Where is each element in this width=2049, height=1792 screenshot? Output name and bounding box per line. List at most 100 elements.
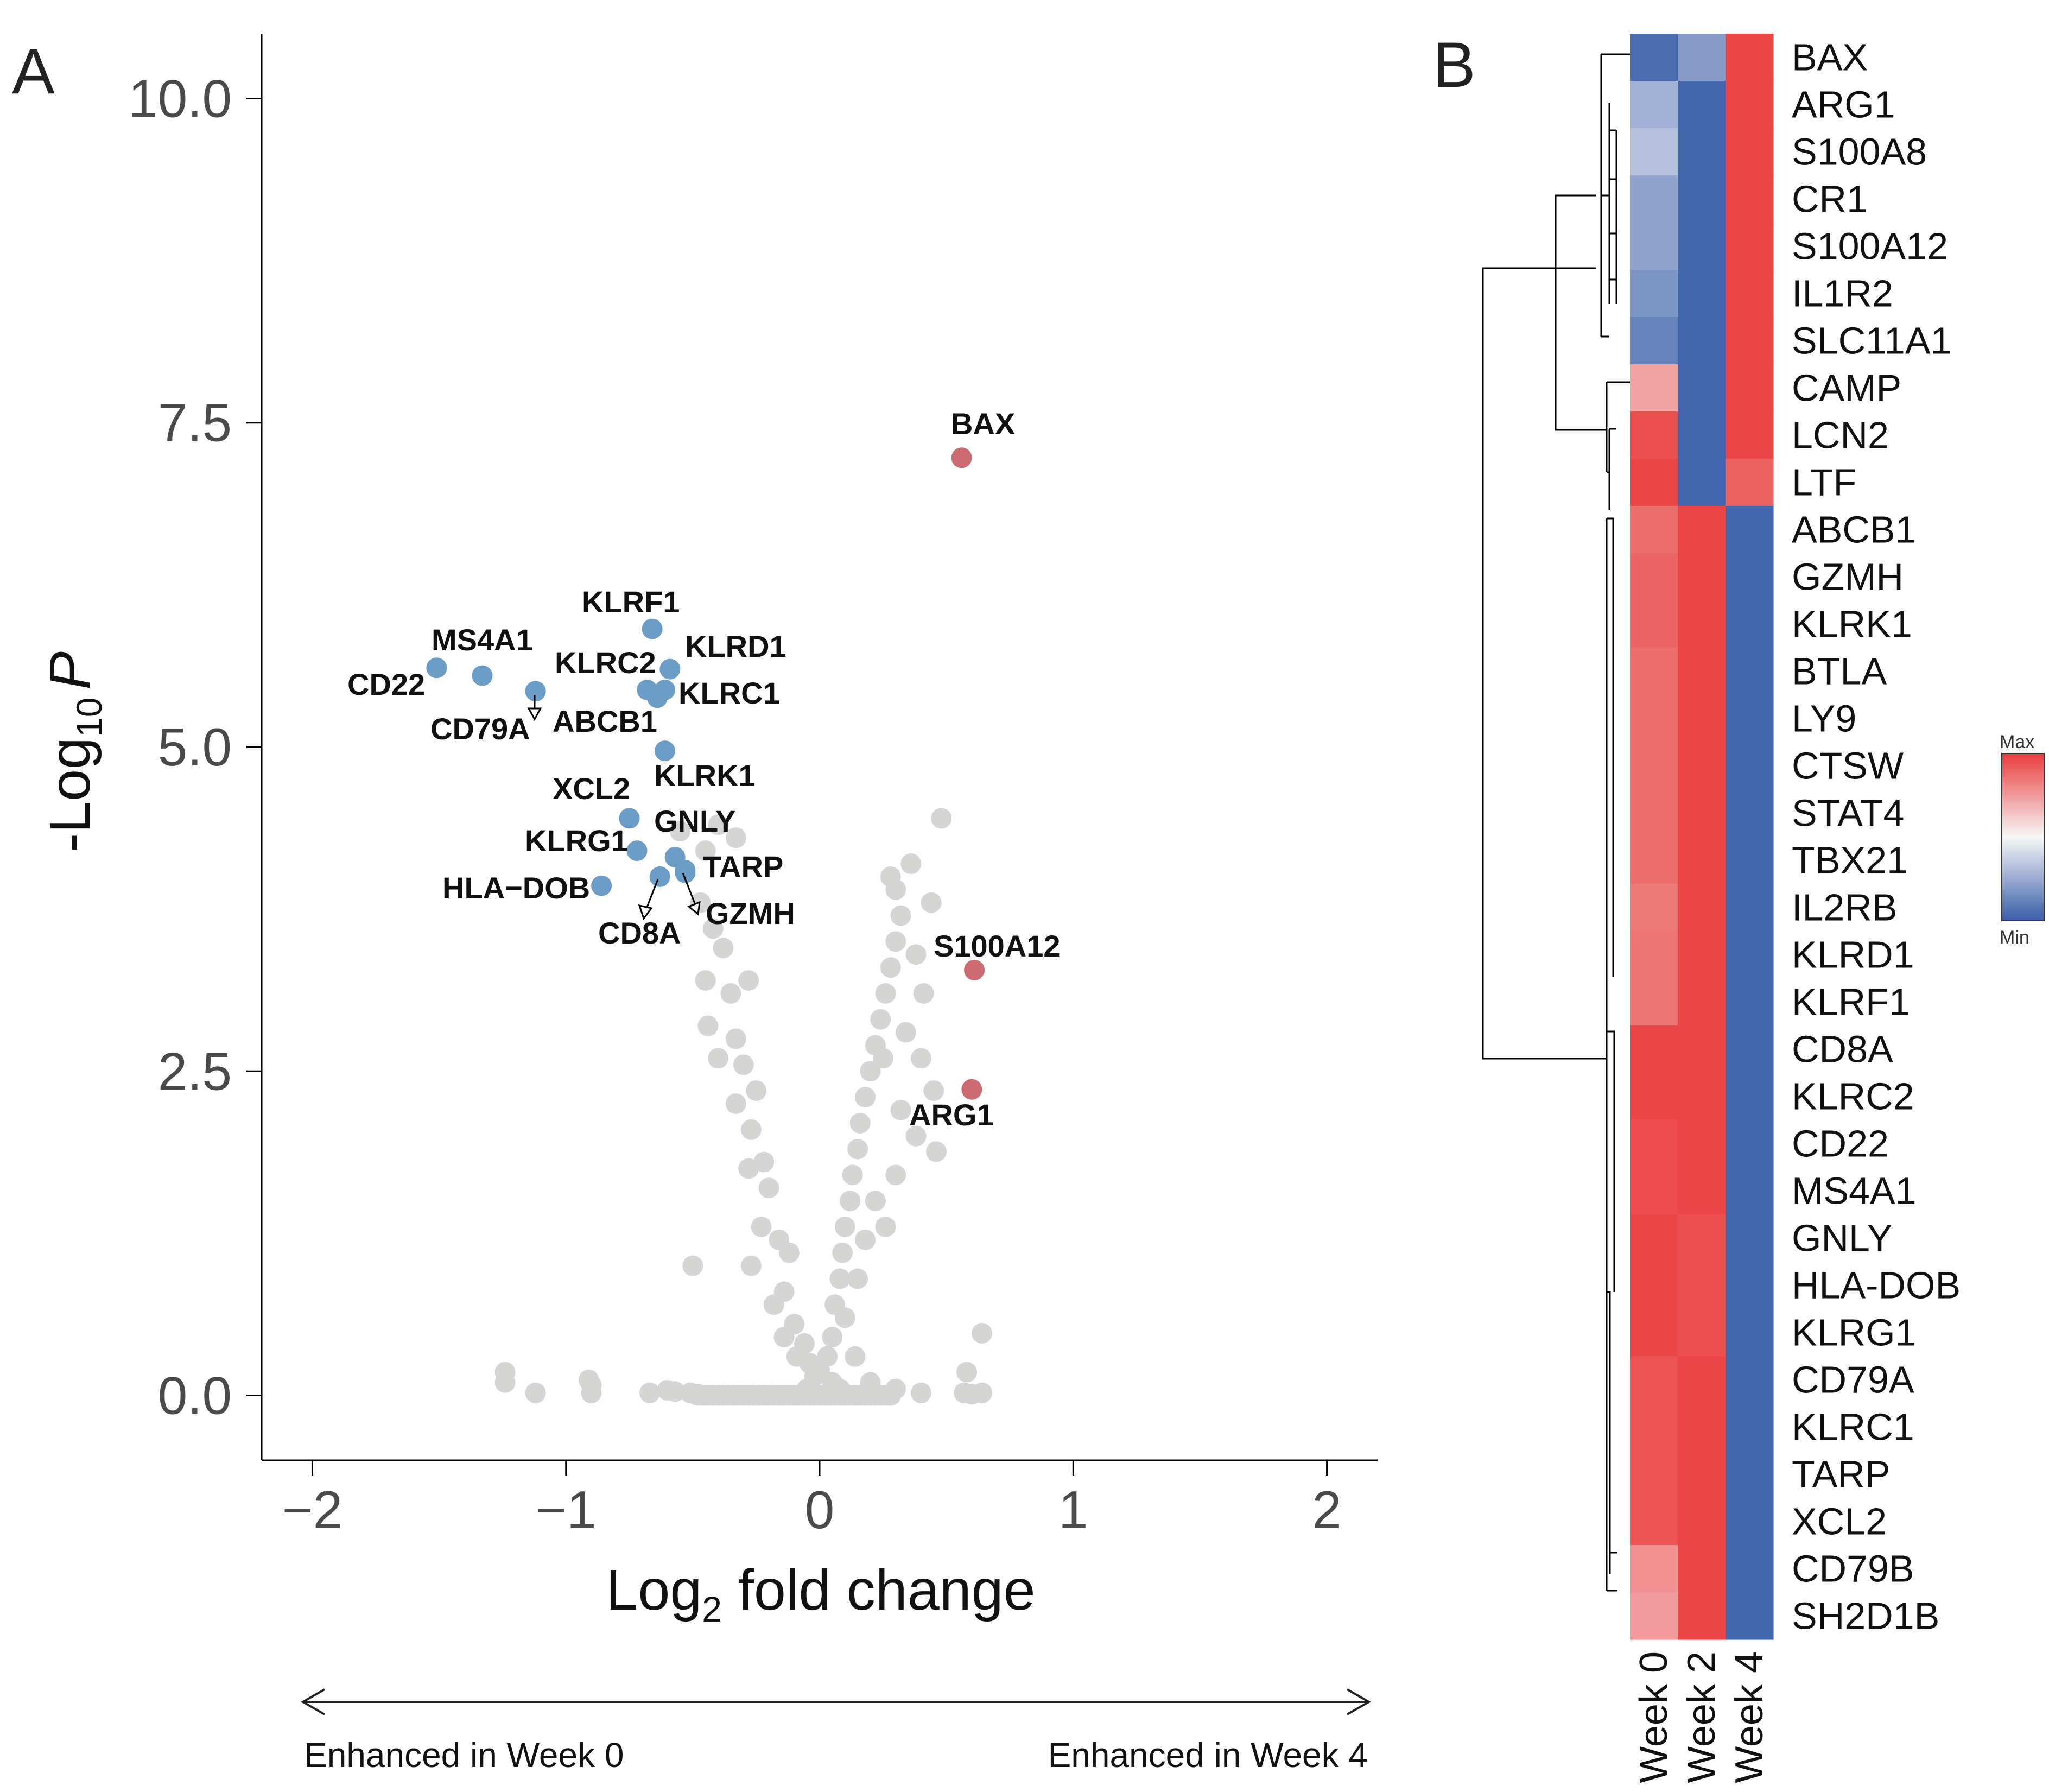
heatmap-cell [1726, 553, 1774, 601]
dendro-top-a [1600, 53, 1631, 338]
data-point [875, 983, 896, 1004]
data-point [702, 918, 724, 939]
data-point [664, 1381, 686, 1402]
arrowhead-cd8a [638, 904, 653, 921]
heatmap-cell [1630, 1403, 1678, 1451]
data-point [880, 1385, 901, 1406]
data-point [832, 1242, 853, 1263]
heatmap-cell [1630, 1592, 1678, 1640]
heatmap-cell [1630, 128, 1678, 176]
colorbar [2001, 753, 2045, 921]
heatmap-cell [1630, 1073, 1678, 1120]
y-axis-title: -Log10 P [38, 651, 109, 853]
heatmap-cells [1630, 34, 1774, 1640]
heatmap-cell [1630, 1262, 1678, 1309]
row-label: KLRC2 [1792, 1075, 1914, 1118]
heatmap-cell [1630, 1167, 1678, 1215]
row-label: LTF [1792, 461, 1856, 504]
heatmap-cell [1630, 931, 1678, 979]
heatmap-cell [1678, 317, 1726, 365]
heatmap-cell [1678, 553, 1726, 601]
data-point [713, 938, 734, 959]
data-point [910, 1048, 931, 1069]
heatmap-cell [1726, 1403, 1774, 1451]
heatmap-cell [1678, 1309, 1726, 1357]
heatmap-cell [1726, 742, 1774, 790]
heatmap-cell [1678, 1120, 1726, 1168]
data-point [855, 1229, 876, 1250]
label-ms4a1: MS4A1 [432, 623, 533, 657]
heatmap-cell [1678, 1214, 1726, 1262]
row-label: TARP [1792, 1453, 1891, 1496]
data-point [900, 853, 922, 875]
row-label: CD79A [1792, 1359, 1914, 1401]
heatmap-cell [1630, 695, 1678, 743]
y-axis-title-sub: 10 [69, 698, 109, 737]
data-point [865, 1191, 886, 1212]
data-point [725, 1028, 746, 1049]
data-point [905, 1125, 927, 1147]
x-tick-label: 2 [1312, 1480, 1342, 1540]
row-label: XCL2 [1792, 1500, 1887, 1543]
data-point [581, 1382, 602, 1403]
heatmap-cell [1630, 81, 1678, 129]
heatmap-cell [1678, 175, 1726, 223]
label-abcb1: ABCB1 [553, 704, 657, 738]
heatmap-cell [1678, 411, 1726, 459]
heatmap-cell [1678, 600, 1726, 648]
label-klrf1: KLRF1 [582, 585, 680, 619]
point-gzmh [675, 859, 696, 881]
data-point [738, 1158, 759, 1179]
data-point [913, 983, 934, 1004]
label-gzmh: GZMH [706, 896, 795, 930]
point-hla-dob [591, 875, 612, 896]
y-axis-title-var: P [38, 651, 102, 690]
label-klrc1: KLRC1 [678, 676, 780, 710]
volcano-plot: −2 −1 0 1 2 0.0 2.5 5.0 7.5 10.0 BAX S100A12 ARG1… [38, 34, 1378, 1775]
heatmap-cell [1630, 1309, 1678, 1357]
arrowhead-gzmh [687, 901, 701, 916]
data-point [751, 1216, 772, 1237]
heatmap-cell [1630, 459, 1678, 506]
x-tick-label: −2 [282, 1480, 343, 1540]
heatmap-cell [1630, 1120, 1678, 1168]
dendro-top-b [1606, 381, 1631, 510]
data-point [925, 1141, 947, 1162]
heatmap-cell [1678, 364, 1726, 412]
label-arrows [527, 695, 701, 921]
data-point [525, 1382, 546, 1403]
heatmap-cell [1678, 1451, 1726, 1498]
data-point [956, 1362, 978, 1383]
heatmap-cell [1630, 1025, 1678, 1073]
heatmap-cell [1726, 931, 1774, 979]
heatmap-cell [1726, 837, 1774, 884]
heatmap-cell [1726, 648, 1774, 695]
heatmap-cell [1630, 837, 1678, 884]
row-label: SH2D1B [1792, 1595, 1939, 1637]
row-label: LY9 [1792, 698, 1856, 740]
data-point [921, 892, 942, 913]
data-point [847, 1268, 868, 1289]
heatmap-cell [1726, 128, 1774, 176]
row-label: STAT4 [1792, 792, 1904, 834]
label-cd8a: CD8A [598, 916, 681, 950]
heatmap-cell [1726, 1073, 1774, 1120]
data-point [695, 840, 716, 862]
y-tick-label: 5.0 [158, 717, 232, 777]
heatmap-cell [1678, 128, 1726, 176]
label-s100a12: S100A12 [934, 929, 1061, 963]
heatmap-cell [1630, 553, 1678, 601]
x-axis-title-rest: fold change [722, 1558, 1036, 1622]
arrow-cd8a [645, 879, 659, 910]
row-label: KLRG1 [1792, 1312, 1917, 1354]
heatmap-cell [1726, 223, 1774, 270]
data-point [834, 1216, 855, 1237]
heatmap-cell [1630, 789, 1678, 837]
label-cd79a: CD79A [430, 712, 530, 746]
row-label: GZMH [1792, 556, 1904, 598]
row-label: HLA-DOB [1792, 1264, 1961, 1307]
arrowhead-cd79a [527, 707, 542, 721]
data-point [822, 1327, 843, 1348]
heatmap-cell [1726, 978, 1774, 1026]
label-arg1: ARG1 [909, 1098, 994, 1132]
